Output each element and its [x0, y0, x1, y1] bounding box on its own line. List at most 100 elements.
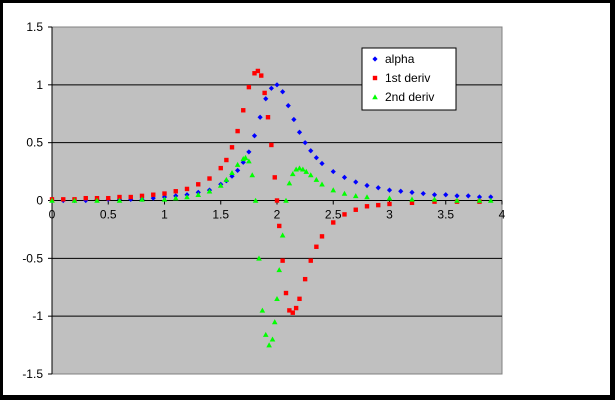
point-1st-deriv: [246, 84, 252, 90]
point-1st-deriv: [139, 193, 145, 199]
point-2nd-deriv: [386, 195, 393, 201]
point-1st-deriv: [162, 191, 167, 196]
point-alpha: [443, 192, 449, 198]
point-2nd-deriv: [313, 176, 320, 182]
point-2nd-deriv: [206, 188, 213, 194]
point-alpha: [235, 167, 241, 174]
point-1st-deriv: [387, 201, 392, 207]
point-1st-deriv: [259, 73, 264, 78]
point-2nd-deriv: [476, 197, 483, 203]
point-alpha: [263, 96, 269, 102]
y-tick-label: -1: [32, 309, 43, 323]
point-alpha: [398, 188, 404, 194]
point-1st-deriv: [342, 212, 347, 217]
point-2nd-deriv: [116, 197, 123, 203]
point-1st-deriv: [117, 194, 122, 200]
point-2nd-deriv: [279, 232, 286, 238]
legend-label: 2nd deriv: [385, 90, 434, 104]
point-alpha: [420, 190, 426, 197]
point-2nd-deriv: [252, 197, 259, 203]
x-tick-label: 2.5: [325, 208, 342, 222]
point-alpha: [251, 133, 258, 139]
point-2nd-deriv: [139, 196, 145, 202]
point-1st-deriv: [364, 204, 370, 209]
point-1st-deriv: [287, 308, 292, 313]
point-2nd-deriv: [364, 194, 370, 200]
point-alpha: [465, 193, 471, 199]
point-1st-deriv: [409, 200, 415, 206]
point-1st-deriv: [283, 290, 289, 296]
point-1st-deriv: [83, 195, 88, 201]
point-alpha: [341, 174, 348, 180]
y-tick-label: -0.5: [22, 251, 43, 265]
point-2nd-deriv: [184, 194, 190, 200]
point-1st-deriv: [262, 90, 267, 96]
point-1st-deriv: [432, 199, 437, 204]
legend-label: alpha: [385, 52, 415, 66]
point-alpha: [274, 82, 280, 88]
point-alpha: [454, 193, 460, 199]
point-2nd-deriv: [259, 307, 266, 313]
point-1st-deriv: [290, 310, 295, 315]
point-1st-deriv: [331, 220, 336, 225]
point-2nd-deriv: [319, 181, 325, 187]
point-1st-deriv: [265, 115, 271, 120]
point-2nd-deriv: [242, 154, 249, 160]
point-alpha: [296, 129, 303, 135]
point-alpha: [353, 179, 359, 185]
point-alpha: [409, 189, 415, 196]
point-alpha: [330, 168, 336, 175]
point-1st-deriv: [297, 296, 302, 302]
point-alpha: [319, 160, 325, 167]
point-2nd-deriv: [289, 171, 296, 177]
point-1st-deriv: [106, 195, 111, 201]
point-alpha: [431, 192, 438, 198]
point-2nd-deriv: [296, 165, 303, 171]
y-tick-label: -1.5: [22, 367, 43, 381]
y-tick-label: 1.5: [26, 20, 43, 34]
point-alpha: [268, 85, 274, 91]
point-1st-deriv: [376, 202, 381, 208]
x-tick-label: 0: [49, 208, 56, 222]
legend-box: [361, 47, 457, 111]
point-alpha: [302, 140, 308, 146]
point-2nd-deriv: [94, 197, 100, 203]
point-2nd-deriv: [352, 193, 359, 199]
point-2nd-deriv: [269, 336, 276, 342]
point-2nd-deriv: [303, 168, 310, 174]
point-1st-deriv: [293, 305, 299, 311]
point-alpha: [280, 89, 286, 95]
point-2nd-deriv: [271, 319, 278, 325]
x-tick-label: 1.5: [212, 208, 229, 222]
point-2nd-deriv: [249, 172, 256, 178]
point-1st-deriv: [255, 68, 261, 74]
point-1st-deriv: [235, 128, 240, 134]
legend-marker-1st-deriv: [372, 75, 378, 81]
x-tick-label: 4: [499, 208, 506, 222]
y-tick-label: 0.5: [26, 136, 43, 150]
point-1st-deriv: [241, 108, 246, 113]
point-2nd-deriv: [49, 197, 55, 203]
point-alpha: [246, 149, 252, 155]
point-1st-deriv: [229, 145, 235, 150]
point-2nd-deriv: [286, 180, 293, 186]
point-1st-deriv: [277, 223, 282, 229]
point-1st-deriv: [308, 258, 313, 263]
point-2nd-deriv: [330, 187, 337, 193]
x-tick-label: 3.5: [437, 208, 454, 222]
point-alpha: [364, 182, 370, 189]
point-1st-deriv: [272, 175, 277, 180]
point-2nd-deriv: [276, 267, 283, 273]
y-tick-label: 0: [36, 194, 43, 208]
point-2nd-deriv: [234, 161, 241, 167]
point-1st-deriv: [61, 197, 66, 202]
point-alpha: [285, 103, 291, 109]
point-2nd-deriv: [256, 255, 262, 261]
point-1st-deriv: [252, 71, 257, 76]
point-2nd-deriv: [229, 169, 235, 175]
point-2nd-deriv: [217, 182, 224, 188]
legend-label: 1st deriv: [385, 71, 430, 85]
point-1st-deriv: [302, 276, 308, 282]
